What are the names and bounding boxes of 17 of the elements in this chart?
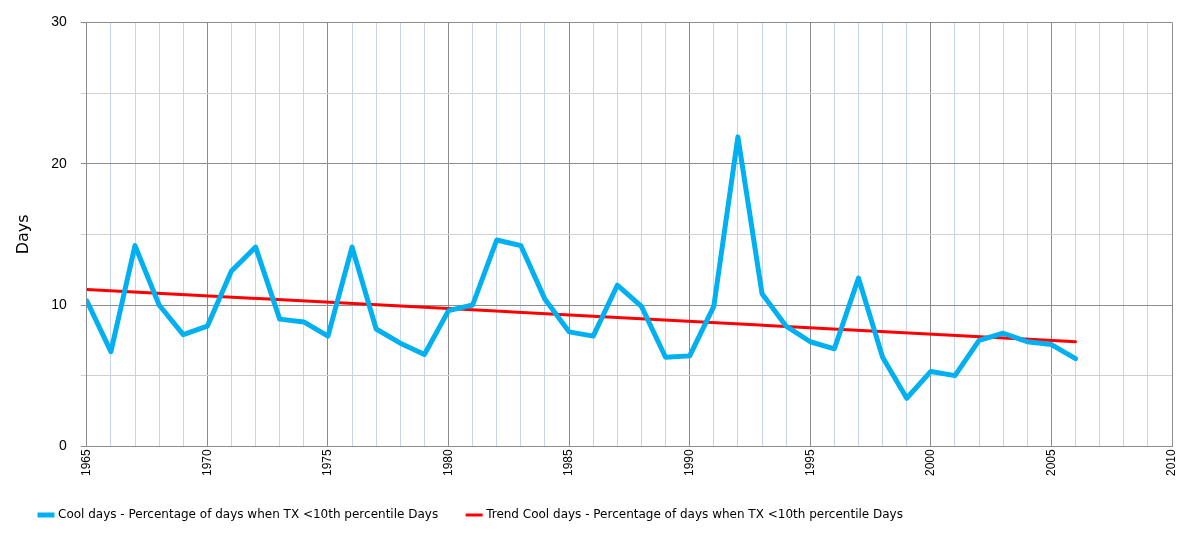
x-tick-label: 1995 (802, 448, 817, 477)
y-tick-label: 30 (51, 13, 67, 30)
y-tick-label: 20 (51, 154, 67, 171)
legend-label: Cool days - Percentage of days when TX <10th percentile Days (58, 507, 439, 522)
x-tick-label: 1970 (199, 448, 214, 477)
x-tick-label: 2010 (1164, 448, 1179, 477)
x-tick-label: 2000 (923, 448, 938, 477)
x-tick-label: 2005 (1043, 448, 1058, 477)
legend-label: Trend Cool days - Percentage of days when TX <10th percentile Days (485, 507, 903, 522)
x-tick-label: 1980 (440, 448, 455, 477)
y-tick-label: 0 (58, 437, 67, 454)
y-axis-title: Days (12, 214, 32, 255)
x-tick-label: 1965 (79, 448, 94, 477)
x-tick-label: 1985 (561, 448, 576, 477)
x-tick-label: 1990 (681, 448, 696, 477)
x-tick-label: 1975 (320, 448, 335, 477)
y-tick-label: 10 (51, 295, 67, 312)
